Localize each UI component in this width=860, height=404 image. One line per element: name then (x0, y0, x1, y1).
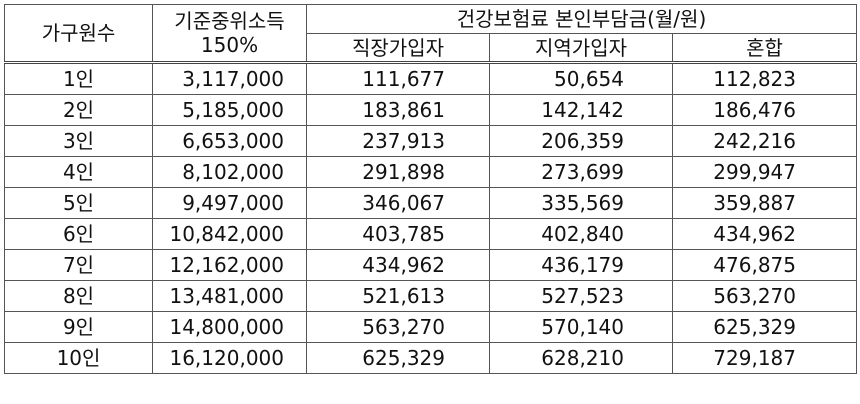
income-cell: 5,185,000 (152, 94, 307, 126)
household-size-cell: 10인 (4, 342, 153, 374)
household-size-cell: 5인 (4, 187, 153, 219)
employee-subscriber-header: 직장가입자 (306, 33, 490, 64)
table-row: 10인 16,120,000 625,329 628,210 729,187 (4, 342, 858, 374)
income-cell: 10,842,000 (152, 218, 307, 250)
health-insurance-premium-table: 가구원수 기준중위소득 150% 건강보험료 본인부담금(월/원) 직장가입자 … (4, 4, 858, 374)
table-header: 가구원수 기준중위소득 150% 건강보험료 본인부담금(월/원) 직장가입자 … (4, 4, 858, 64)
premium-group-header: 건강보험료 본인부담금(월/원) (305, 4, 858, 34)
mixed-premium-cell: 359,887 (671, 187, 858, 219)
mixed-premium-cell: 186,476 (671, 94, 858, 126)
income-cell: 13,481,000 (152, 280, 307, 312)
table-row: 2인 5,185,000 183,861 142,142 186,476 (4, 94, 858, 126)
table-body: 1인 3,117,000 111,677 50,654 112,823 2인 5… (4, 62, 858, 374)
employee-premium-cell: 111,677 (306, 62, 490, 95)
table-row: 3인 6,653,000 237,913 206,359 242,216 (4, 125, 858, 157)
employee-premium-cell: 237,913 (306, 125, 490, 157)
income-cell: 12,162,000 (152, 249, 307, 281)
median-income-header-line2: 150% (200, 33, 259, 57)
table-row: 6인 10,842,000 403,785 402,840 434,962 (4, 218, 858, 250)
table-row: 9인 14,800,000 563,270 570,140 625,329 (4, 311, 858, 343)
household-size-header: 가구원수 (4, 4, 153, 64)
mixed-premium-cell: 299,947 (671, 156, 858, 188)
household-size-cell: 7인 (4, 249, 153, 281)
table-row: 8인 13,481,000 521,613 527,523 563,270 (4, 280, 858, 312)
table-row: 5인 9,497,000 346,067 335,569 359,887 (4, 187, 858, 219)
employee-premium-cell: 346,067 (306, 187, 490, 219)
median-income-header-line1: 기준중위소득 (174, 9, 285, 33)
regional-premium-cell: 402,840 (489, 218, 673, 250)
employee-premium-cell: 563,270 (306, 311, 490, 343)
regional-premium-cell: 436,179 (489, 249, 673, 281)
mixed-premium-cell: 476,875 (671, 249, 858, 281)
table-row: 1인 3,117,000 111,677 50,654 112,823 (4, 62, 858, 95)
mixed-premium-cell: 729,187 (671, 342, 858, 374)
regional-premium-cell: 335,569 (489, 187, 673, 219)
household-size-cell: 1인 (4, 62, 153, 95)
regional-premium-cell: 527,523 (489, 280, 673, 312)
mixed-header: 혼합 (671, 33, 858, 64)
regional-premium-cell: 142,142 (489, 94, 673, 126)
income-cell: 16,120,000 (152, 342, 307, 374)
table-row: 4인 8,102,000 291,898 273,699 299,947 (4, 156, 858, 188)
header-row-2: 직장가입자 지역가입자 혼합 (5, 33, 858, 64)
income-cell: 6,653,000 (152, 125, 307, 157)
mixed-premium-cell: 625,329 (671, 311, 858, 343)
table-row: 7인 12,162,000 434,962 436,179 476,875 (4, 249, 858, 281)
household-size-cell: 2인 (4, 94, 153, 126)
household-size-cell: 6인 (4, 218, 153, 250)
employee-premium-cell: 291,898 (306, 156, 490, 188)
income-cell: 8,102,000 (152, 156, 307, 188)
employee-premium-cell: 625,329 (306, 342, 490, 374)
mixed-premium-cell: 434,962 (671, 218, 858, 250)
regional-premium-cell: 50,654 (489, 62, 673, 95)
employee-premium-cell: 434,962 (306, 249, 490, 281)
regional-premium-cell: 570,140 (489, 311, 673, 343)
premium-table-container: 가구원수 기준중위소득 150% 건강보험료 본인부담금(월/원) 직장가입자 … (4, 4, 858, 374)
header-row-1: 가구원수 기준중위소득 150% 건강보험료 본인부담금(월/원) (4, 4, 858, 64)
household-size-cell: 3인 (4, 125, 153, 157)
employee-premium-cell: 403,785 (306, 218, 490, 250)
median-income-header: 기준중위소득 150% (152, 4, 307, 64)
regional-subscriber-header: 지역가입자 (489, 33, 673, 64)
mixed-premium-cell: 112,823 (671, 62, 858, 95)
income-cell: 3,117,000 (152, 62, 307, 95)
income-cell: 14,800,000 (152, 311, 307, 343)
household-size-cell: 9인 (4, 311, 153, 343)
income-cell: 9,497,000 (152, 187, 307, 219)
regional-premium-cell: 206,359 (489, 125, 673, 157)
mixed-premium-cell: 242,216 (671, 125, 858, 157)
household-size-cell: 8인 (4, 280, 153, 312)
employee-premium-cell: 183,861 (306, 94, 490, 126)
mixed-premium-cell: 563,270 (671, 280, 858, 312)
regional-premium-cell: 628,210 (489, 342, 673, 374)
regional-premium-cell: 273,699 (489, 156, 673, 188)
household-size-cell: 4인 (4, 156, 153, 188)
employee-premium-cell: 521,613 (306, 280, 490, 312)
